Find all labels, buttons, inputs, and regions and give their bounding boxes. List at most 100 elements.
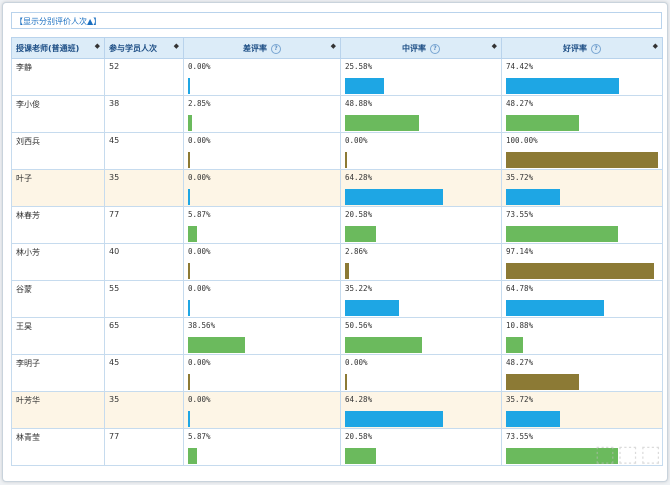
- bad-rate-value: 0.00%: [188, 358, 211, 367]
- teacher-name-cell-text: 叶芳华: [16, 396, 40, 405]
- mid-rate-bar-track: [345, 337, 497, 353]
- bad-rate-value: 38.56%: [188, 321, 216, 330]
- table-row: 王昊 65 38.56% 50.56% 10.88%: [11, 317, 663, 355]
- bad-rate-bar: [188, 263, 190, 279]
- help-icon[interactable]: ?: [430, 43, 440, 54]
- mid-rate-bar-track: [345, 411, 497, 427]
- good-rate-bar: [506, 300, 605, 316]
- mid-rate-value: 50.56%: [345, 321, 373, 330]
- good-rate-value: 74.42%: [506, 62, 534, 71]
- participant-count-cell: 35: [104, 169, 184, 207]
- good-rate-cell: 73.55%: [501, 206, 663, 244]
- teacher-name-cell: 叶芳华: [11, 391, 105, 429]
- mid-rate-value: 64.28%: [345, 173, 373, 182]
- bad-rate-bar: [188, 152, 190, 168]
- column-header-good-rate-label: 好评率: [563, 43, 587, 53]
- participant-count-cell: 52: [104, 58, 184, 96]
- column-header-participants-label: 参与学员人次: [109, 43, 157, 53]
- bad-rate-value: 0.00%: [188, 284, 211, 293]
- good-rate-bar: [506, 78, 620, 94]
- column-header-participants[interactable]: 参与学员人次 ◆: [104, 37, 184, 59]
- good-rate-bar: [506, 226, 618, 242]
- column-header-bad-rate[interactable]: 差评率? ◆: [183, 37, 341, 59]
- bad-rate-value: 5.87%: [188, 432, 211, 441]
- mid-rate-bar: [345, 115, 420, 131]
- bad-rate-bar: [188, 337, 246, 353]
- good-rate-bar: [506, 263, 654, 279]
- column-header-good-rate[interactable]: 好评率? ◆: [501, 37, 663, 59]
- table-row: 林小芳 40 0.00% 2.86% 97.14%: [11, 243, 663, 281]
- bad-rate-cell: 2.85%: [183, 95, 341, 133]
- teacher-name-cell: 叶子: [11, 169, 105, 207]
- sort-icon[interactable]: ◆: [94, 42, 100, 50]
- column-header-mid-rate[interactable]: 中评率? ◆: [340, 37, 502, 59]
- bad-rate-cell: 0.00%: [183, 132, 341, 170]
- column-header-teacher[interactable]: 授课老师(普通班) ◆: [11, 37, 105, 59]
- table-row: 李明子 45 0.00% 0.00% 48.27%: [11, 354, 663, 392]
- bad-rate-bar-track: [188, 226, 336, 242]
- participant-count-cell-text: 65: [109, 321, 120, 330]
- bad-rate-bar-track: [188, 189, 336, 205]
- participant-count-cell: 45: [104, 132, 184, 170]
- bad-rate-bar: [188, 78, 190, 94]
- bad-rate-bar: [188, 300, 190, 316]
- bad-rate-cell: 0.00%: [183, 391, 341, 429]
- teacher-name-cell-text: 王昊: [16, 322, 32, 331]
- bad-rate-cell: 0.00%: [183, 169, 341, 207]
- participant-count-cell-text: 77: [109, 210, 120, 219]
- mid-rate-bar-track: [345, 78, 497, 94]
- mid-rate-bar-track: [345, 448, 497, 464]
- mid-rate-cell: 0.00%: [340, 132, 502, 170]
- teacher-name-cell-text: 李静: [16, 63, 32, 72]
- teacher-name-cell-text: 李小俊: [16, 100, 40, 109]
- mid-rate-bar: [345, 300, 399, 316]
- good-rate-bar-track: [506, 448, 658, 464]
- mid-rate-cell: 20.58%: [340, 206, 502, 244]
- sort-icon[interactable]: ◆: [491, 42, 497, 50]
- mid-rate-bar-track: [345, 226, 497, 242]
- help-icon[interactable]: ?: [271, 43, 281, 54]
- good-rate-value: 100.00%: [506, 136, 538, 145]
- mid-rate-value: 48.88%: [345, 99, 373, 108]
- toggle-evaluation-count-link[interactable]: 【显示分别评价人次▲】: [11, 12, 662, 29]
- participant-count-cell: 77: [104, 206, 184, 244]
- good-rate-value: 73.55%: [506, 210, 534, 219]
- bad-rate-cell: 5.87%: [183, 206, 341, 244]
- help-icon[interactable]: ?: [591, 43, 601, 54]
- mid-rate-value: 35.22%: [345, 284, 373, 293]
- bad-rate-bar-track: [188, 337, 336, 353]
- teacher-name-cell: 李静: [11, 58, 105, 96]
- bad-rate-cell: 0.00%: [183, 354, 341, 392]
- bad-rate-cell: 0.00%: [183, 243, 341, 281]
- good-rate-value: 35.72%: [506, 395, 534, 404]
- bad-rate-bar: [188, 411, 190, 427]
- bad-rate-bar: [188, 226, 197, 242]
- table-header-row: 授课老师(普通班) ◆ 参与学员人次 ◆ 差评率? ◆ 中评率? ◆ 好评率?: [11, 37, 663, 59]
- sort-icon[interactable]: ◆: [330, 42, 336, 50]
- mid-rate-cell: 64.28%: [340, 391, 502, 429]
- mid-rate-bar: [345, 78, 384, 94]
- sort-icon[interactable]: ◆: [652, 42, 658, 50]
- mid-rate-value: 20.58%: [345, 432, 373, 441]
- good-rate-value: 48.27%: [506, 358, 534, 367]
- bad-rate-bar: [188, 448, 197, 464]
- bad-rate-cell: 38.56%: [183, 317, 341, 355]
- table-row: 林青莹 77 5.87% 20.58% 73.55%: [11, 428, 663, 466]
- column-header-mid-rate-label: 中评率: [402, 43, 426, 53]
- good-rate-cell: 48.27%: [501, 95, 663, 133]
- mid-rate-bar: [345, 448, 377, 464]
- bad-rate-bar-track: [188, 300, 336, 316]
- teacher-name-cell: 李明子: [11, 354, 105, 392]
- table-row: 叶子 35 0.00% 64.28% 35.72%: [11, 169, 663, 207]
- participant-count-cell-text: 45: [109, 136, 120, 145]
- teacher-name-cell: 王昊: [11, 317, 105, 355]
- participant-count-cell: 45: [104, 354, 184, 392]
- good-rate-cell: 10.88%: [501, 317, 663, 355]
- teacher-name-cell: 李小俊: [11, 95, 105, 133]
- participant-count-cell: 40: [104, 243, 184, 281]
- mid-rate-value: 0.00%: [345, 136, 368, 145]
- good-rate-value: 10.88%: [506, 321, 534, 330]
- sort-icon[interactable]: ◆: [173, 42, 179, 50]
- mid-rate-bar: [345, 152, 347, 168]
- participant-count-cell: 35: [104, 391, 184, 429]
